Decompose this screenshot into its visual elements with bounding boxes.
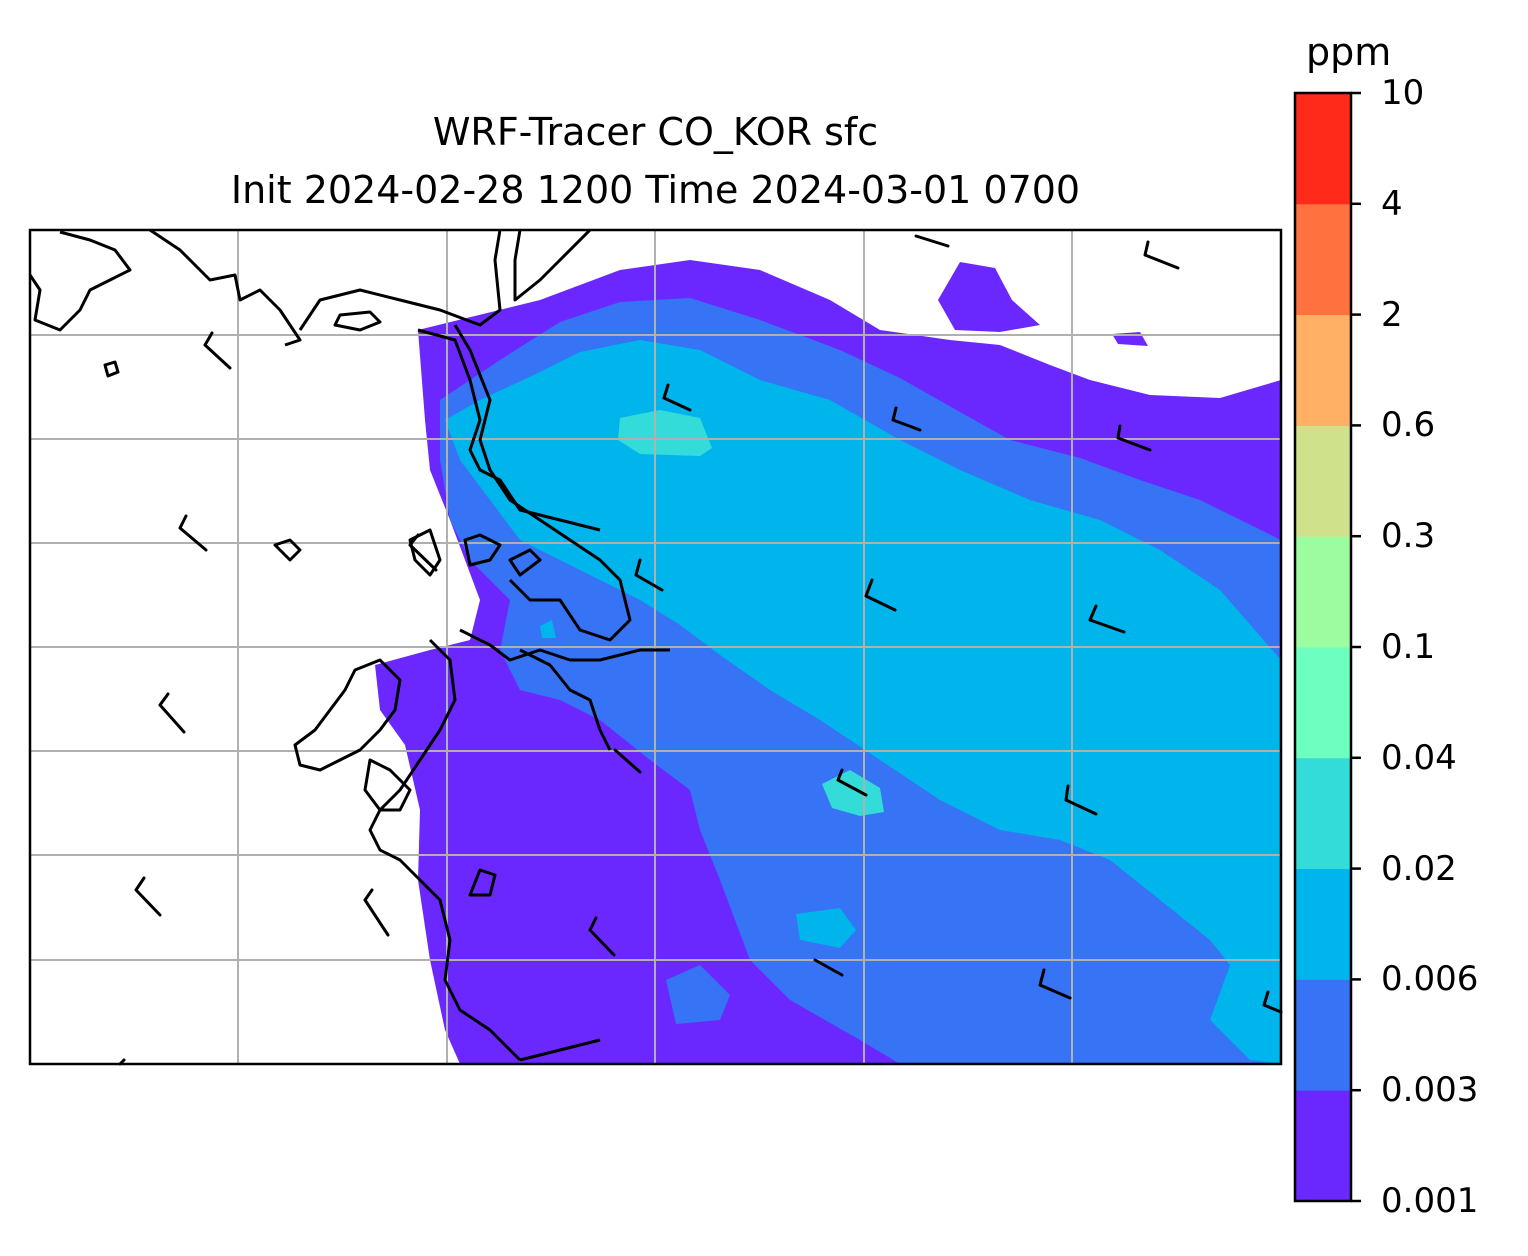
colorbar-segment bbox=[1295, 1090, 1351, 1202]
wind-barb-icon bbox=[158, 692, 186, 734]
colorbar-segment bbox=[1295, 979, 1351, 1091]
wind-barb-icon bbox=[634, 558, 664, 592]
wind-barb-icon bbox=[588, 916, 616, 957]
colorbar-tick-label: 0.006 bbox=[1381, 959, 1479, 1000]
colorbar-tick-label: 0.02 bbox=[1381, 848, 1457, 889]
wind-barb-icon bbox=[613, 748, 642, 774]
colorbar-tick-label: 0.1 bbox=[1381, 627, 1436, 667]
colorbar-tick-label: 0.003 bbox=[1381, 1070, 1479, 1111]
wind-barb-icon bbox=[363, 888, 390, 937]
wind-barb-icon bbox=[408, 533, 438, 572]
contour-band-0.001-ne bbox=[938, 262, 1040, 332]
colorbar-segment bbox=[1295, 203, 1351, 316]
colorbar-unit: ppm bbox=[1306, 30, 1392, 74]
colorbar-tick-label: 0.3 bbox=[1381, 516, 1436, 557]
wind-barb-icon bbox=[1143, 240, 1180, 270]
coastline-lines bbox=[30, 230, 670, 1062]
colorbar-tick-label: 2 bbox=[1381, 294, 1403, 335]
colorbar-segment bbox=[1295, 647, 1351, 759]
wind-barb-icon bbox=[813, 958, 844, 977]
colorbar-segment bbox=[1295, 93, 1351, 205]
colorbar-segment bbox=[1295, 868, 1351, 980]
contour-band-0.006-c bbox=[666, 965, 730, 1024]
colorbar-segment bbox=[1295, 536, 1351, 648]
colorbar bbox=[1293, 91, 1361, 1203]
wind-barb-icon bbox=[891, 406, 922, 432]
map-frame bbox=[28, 228, 1283, 1066]
colorbar-tick-label: 10 bbox=[1381, 73, 1425, 113]
chart-title: WRF-Tracer CO_KOR sfc bbox=[432, 110, 879, 154]
contour-band-0.006-b bbox=[796, 908, 856, 948]
wind-barb-icon bbox=[864, 578, 897, 612]
wind-barb-icon bbox=[1064, 784, 1098, 816]
wind-barb-icon bbox=[1038, 968, 1072, 1000]
colorbar-tick-label: 0.001 bbox=[1381, 1181, 1479, 1221]
contour-band-0.006-d bbox=[540, 620, 556, 638]
contour-band-0.02-b bbox=[822, 770, 884, 816]
wind-barb-icon bbox=[178, 514, 208, 552]
wind-barb-icon bbox=[914, 234, 950, 248]
wind-barb-icon bbox=[836, 768, 868, 797]
colorbar-segment bbox=[1295, 757, 1351, 870]
contour-band-0.02 bbox=[618, 410, 712, 456]
colorbar-tick-label: 4 bbox=[1381, 183, 1403, 224]
colorbar-segment bbox=[1295, 425, 1351, 537]
colorbar-tick-label: 0.04 bbox=[1381, 737, 1457, 778]
wind-barbs bbox=[118, 234, 1283, 1066]
colorbar-segment bbox=[1295, 314, 1351, 426]
wind-barb-icon bbox=[1088, 604, 1126, 634]
wind-barb-icon bbox=[134, 876, 162, 917]
map-panel bbox=[28, 228, 1283, 1066]
wind-barb-icon bbox=[662, 383, 692, 412]
wind-barb-icon bbox=[203, 331, 232, 370]
colorbar-tick-label: 0.6 bbox=[1381, 405, 1436, 446]
chart-subtitle: Init 2024-02-28 1200 Time 2024-03-01 070… bbox=[230, 168, 1081, 212]
wind-barb-icon bbox=[1116, 424, 1152, 452]
wind-barb-icon bbox=[1262, 990, 1283, 1014]
